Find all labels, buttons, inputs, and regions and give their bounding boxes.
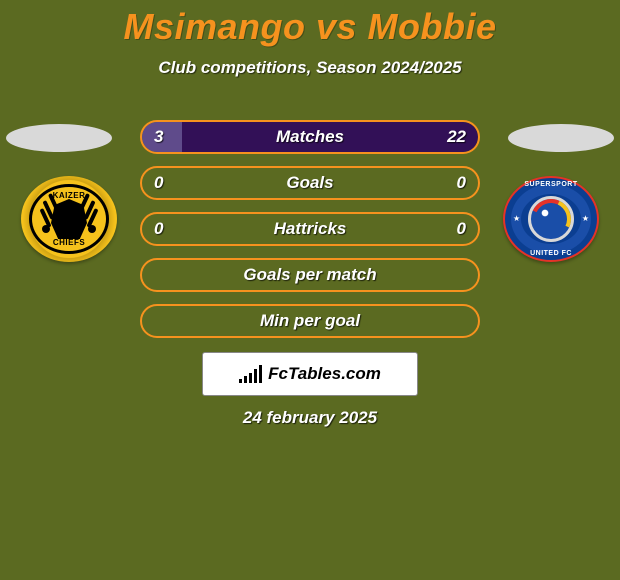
stat-row: Min per goal [140,304,480,338]
badge-left-text-bottom: CHIEFS [32,238,106,247]
stat-row: 0 0 Goals [140,166,480,200]
stat-row: Goals per match [140,258,480,292]
stat-value-right: 22 [447,127,466,147]
stat-label: Goals per match [243,265,376,285]
kaizer-chiefs-badge: KAIZER CHIEFS [21,176,117,262]
branding-box: FcTables.com [202,352,418,396]
stat-value-left: 0 [154,219,163,239]
stat-label: Goals [286,173,333,193]
stat-row: 0 0 Hattricks [140,212,480,246]
branding-bars-icon [239,365,262,383]
badge-left-text-top: KAIZER [32,191,106,200]
stat-label: Matches [276,127,344,147]
comparison-infographic: Msimango vs Mobbie Club competitions, Se… [0,0,620,580]
page-title: Msimango vs Mobbie [0,0,620,48]
player-right-portrait-placeholder [508,124,614,152]
branding-text: FcTables.com [268,364,381,384]
player-left-portrait-placeholder [6,124,112,152]
club-badge-left: KAIZER CHIEFS [20,175,118,263]
badge-right-text-top: SUPERSPORT [505,181,597,188]
stat-rows: 3 22 Matches 0 0 Goals 0 0 Hattricks Goals per ma… [140,120,480,350]
stat-value-left: 0 [154,173,163,193]
stat-value-left: 3 [154,127,163,147]
supersport-united-badge: SUPERSPORT ★★ UNITED FC [503,176,599,262]
stat-value-right: 0 [457,173,466,193]
subtitle: Club competitions, Season 2024/2025 [0,58,620,78]
badge-right-text-bottom: UNITED FC [505,250,597,257]
stat-label: Hattricks [274,219,347,239]
date: 24 february 2025 [0,408,620,428]
stat-value-right: 0 [457,219,466,239]
club-badge-right: SUPERSPORT ★★ UNITED FC [502,175,600,263]
stat-label: Min per goal [260,311,360,331]
stat-row: 3 22 Matches [140,120,480,154]
